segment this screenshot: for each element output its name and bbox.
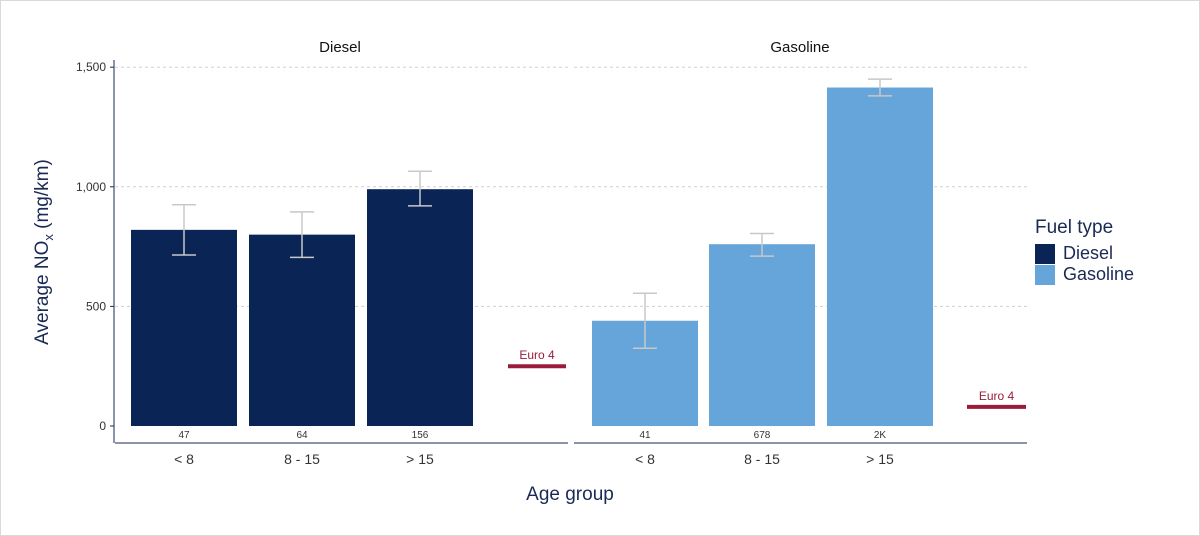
legend-title: Fuel type <box>1035 217 1114 238</box>
y-tick-label-1000: 1,000 <box>76 180 106 194</box>
count-label-gasoline-0: 41 <box>639 430 651 441</box>
bars <box>131 78 1026 427</box>
x-tick-label-diesel-0: < 8 <box>174 451 194 467</box>
bar-diesel-2 <box>367 189 473 426</box>
legend-label-diesel: Diesel <box>1063 243 1114 263</box>
bar-diesel-0 <box>131 229 237 426</box>
x-tick-label-gasoline-1: 8 - 15 <box>744 451 780 467</box>
bar-diesel-1 <box>249 234 355 426</box>
count-label-gasoline-2: 2K <box>874 430 887 441</box>
x-tick-label-gasoline-0: < 8 <box>635 451 655 467</box>
x-tick-label-diesel-2: > 15 <box>406 451 434 467</box>
legend-label-gasoline: Gasoline <box>1063 264 1135 284</box>
count-label-diesel-2: 156 <box>412 430 429 441</box>
count-label-diesel-0: 47 <box>178 430 190 441</box>
reference-label-gasoline: Euro 4 <box>979 389 1015 403</box>
facet-title-diesel: Diesel <box>319 39 361 56</box>
y-tick-label-500: 500 <box>86 299 106 313</box>
reference-label-diesel: Euro 4 <box>519 348 555 362</box>
x-axis-title: Age group <box>526 484 614 505</box>
count-label-gasoline-1: 678 <box>754 430 771 441</box>
y-tick-label-1500: 1,500 <box>76 60 106 74</box>
x-tick-label-diesel-1: 8 - 15 <box>284 451 320 467</box>
legend-swatch-gasoline <box>1035 264 1055 285</box>
legend-swatch-diesel <box>1035 243 1055 264</box>
count-label-diesel-1: 64 <box>296 430 308 441</box>
bar-gasoline-2 <box>827 87 933 427</box>
labels: Diesel 47 < 8 64 8 - 15 156 > 15 Euro 4 Gasoline… <box>76 39 1015 467</box>
x-tick-label-gasoline-2: > 15 <box>866 451 894 467</box>
legend: Fuel type Diesel Gasoline <box>1035 217 1134 285</box>
legend-item-diesel: Diesel <box>1035 243 1134 264</box>
axes <box>110 60 1027 444</box>
bar-gasoline-1 <box>709 244 815 426</box>
y-tick-label-0: 0 <box>99 419 106 433</box>
facet-title-gasoline: Gasoline <box>770 39 829 56</box>
legend-item-gasoline: Gasoline <box>1035 264 1134 285</box>
y-axis-title: Average NOx (mg/km) <box>32 159 56 345</box>
